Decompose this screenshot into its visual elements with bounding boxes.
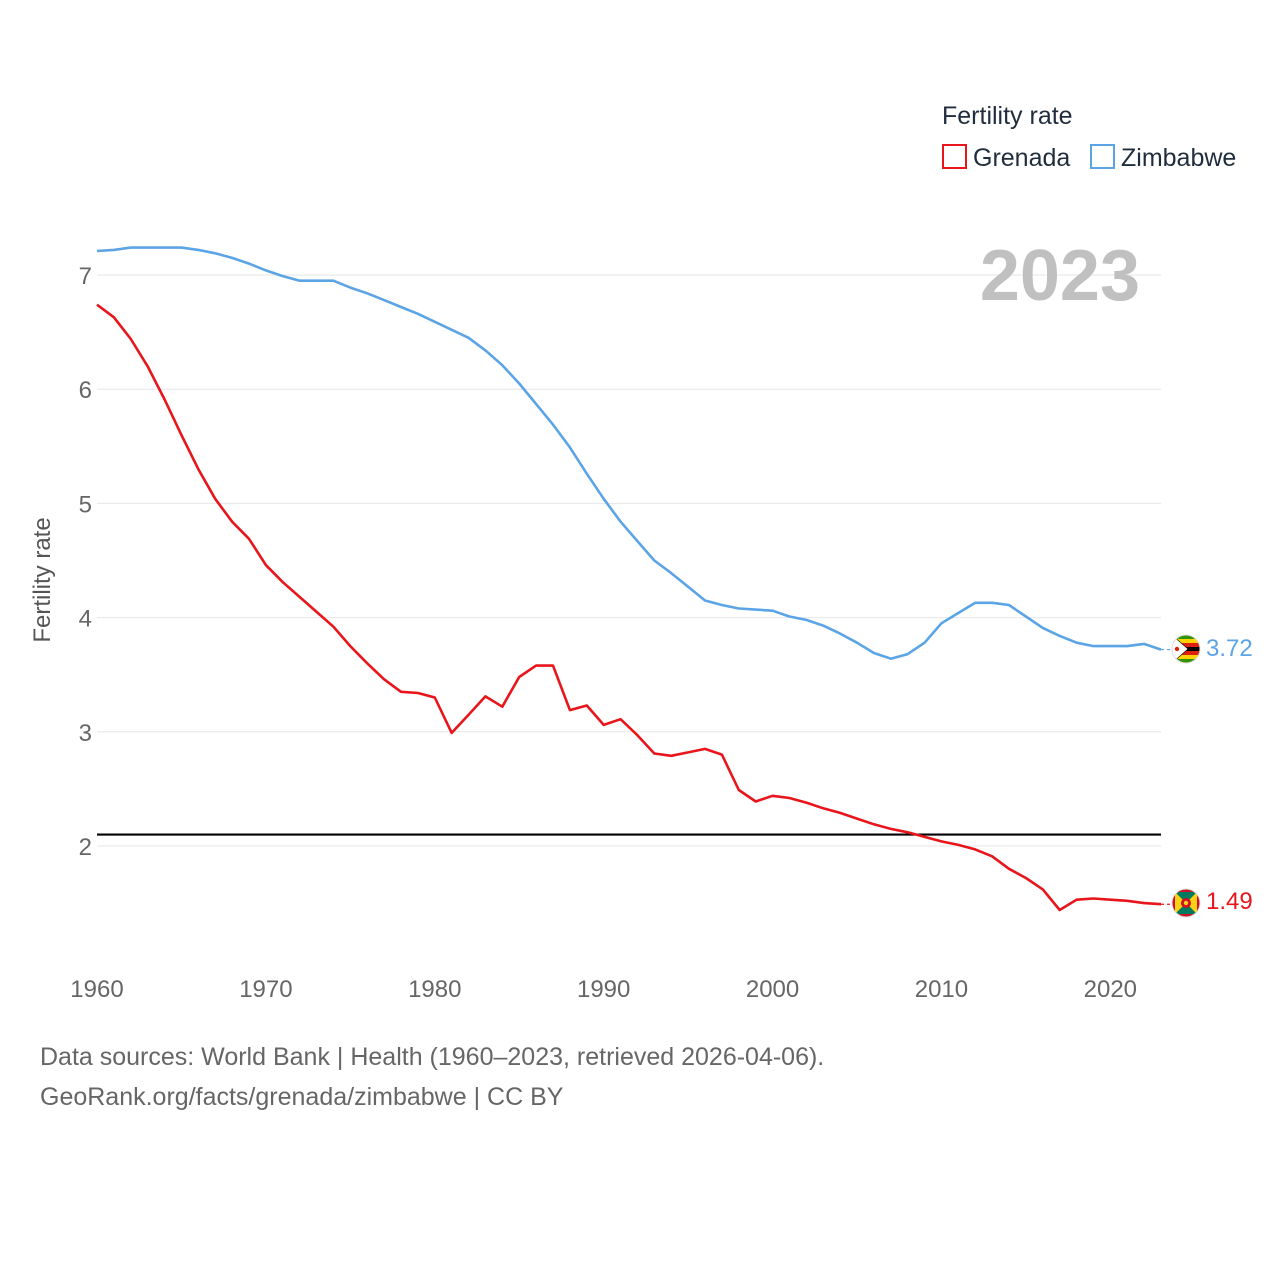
y-tick-label: 7	[79, 263, 92, 290]
y-tick-label: 5	[79, 491, 92, 518]
legend-label-zimbabwe[interactable]: Zimbabwe	[1121, 144, 1236, 172]
y-tick-label: 3	[79, 720, 92, 747]
x-tick-label: 1960	[70, 976, 123, 1003]
legend-label-grenada[interactable]: Grenada	[973, 144, 1070, 172]
x-tick-label: 1980	[408, 976, 461, 1003]
x-tick-label: 2020	[1084, 976, 1137, 1003]
grid	[97, 274, 1161, 847]
footer-sources: Data sources: World Bank | Health (1960–…	[40, 1043, 825, 1071]
y-tick-label: 6	[79, 377, 92, 404]
zimbabwe-flag-icon	[1171, 634, 1201, 664]
x-axis: 1960 1970 1980 1990 2000 2010 2020	[70, 976, 1137, 1003]
end-label-zimbabwe: 3.72	[1206, 635, 1253, 662]
y-axis: 2 3 4 5 6 7	[79, 263, 92, 861]
legend: Fertility rate Grenada Zimbabwe	[942, 102, 1236, 172]
grenada-flag-icon	[1171, 888, 1201, 918]
end-label-grenada: 1.49	[1206, 888, 1253, 915]
legend-swatch-grenada[interactable]	[942, 144, 967, 169]
footer-attribution: GeoRank.org/facts/grenada/zimbabwe | CC …	[40, 1083, 564, 1111]
year-label: 2023	[980, 236, 1140, 316]
y-axis-title: Fertility rate	[29, 517, 56, 642]
series-group	[96, 246, 1172, 912]
legend-swatch-zimbabwe[interactable]	[1090, 144, 1115, 169]
y-tick-label: 2	[79, 834, 92, 861]
end-markers: 3.72 1.49	[1171, 634, 1253, 918]
series-line-zimbabwe[interactable]	[96, 246, 1162, 661]
legend-title: Fertility rate	[942, 102, 1073, 130]
series-line-grenada[interactable]	[96, 303, 1162, 912]
x-tick-label: 1990	[577, 976, 630, 1003]
y-tick-label: 4	[79, 606, 92, 633]
x-tick-label: 2000	[746, 976, 799, 1003]
x-tick-label: 2010	[915, 976, 968, 1003]
x-tick-label: 1970	[239, 976, 292, 1003]
